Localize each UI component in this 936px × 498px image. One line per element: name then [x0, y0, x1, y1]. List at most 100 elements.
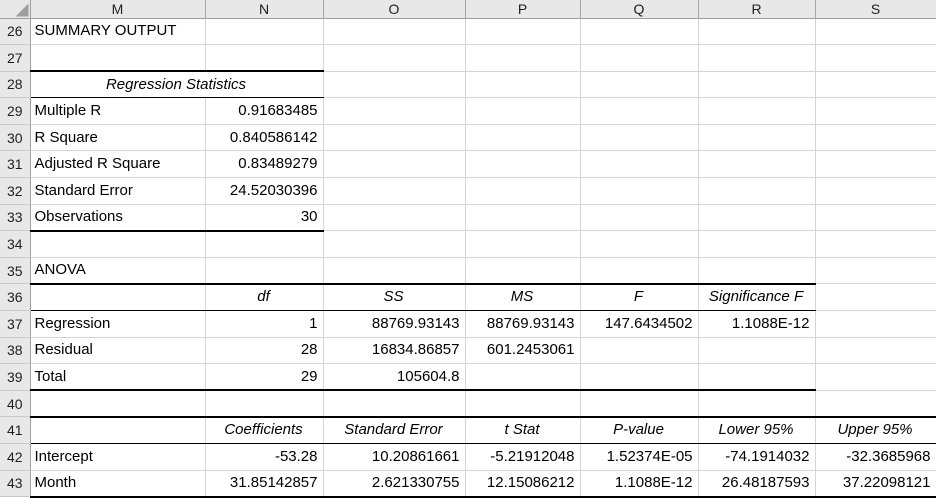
cell-R27[interactable] — [698, 44, 816, 72]
cell-R37[interactable]: 1.1088E-12 — [698, 310, 816, 338]
cell-P34[interactable] — [465, 230, 581, 258]
cell-Q26[interactable] — [580, 18, 699, 46]
cell-M33[interactable]: Observations — [30, 204, 206, 232]
cell-Q30[interactable] — [580, 124, 699, 152]
cell-R33[interactable] — [698, 204, 816, 232]
cell-S31[interactable] — [815, 150, 936, 179]
cell-O39[interactable]: 105604.8 — [323, 363, 466, 392]
cell-P32[interactable] — [465, 177, 581, 205]
cell-R42[interactable]: -74.1914032 — [698, 443, 816, 471]
cell-S41[interactable]: Upper 95% — [815, 416, 936, 444]
row-header-32[interactable]: 32 — [0, 177, 31, 205]
cell-S36[interactable] — [815, 283, 936, 312]
cell-O38[interactable]: 16834.86857 — [323, 337, 466, 365]
cell-O37[interactable]: 88769.93143 — [323, 310, 466, 338]
cell-S28[interactable] — [815, 71, 936, 99]
cell-N33[interactable]: 30 — [205, 204, 324, 232]
cell-O32[interactable] — [323, 177, 466, 205]
cell-Q38[interactable] — [580, 337, 699, 365]
cell-O35[interactable] — [323, 257, 466, 285]
cell-O43[interactable]: 2.621330755 — [323, 470, 466, 498]
cell-N31[interactable]: 0.83489279 — [205, 150, 324, 179]
cell-N36[interactable]: df — [205, 283, 324, 312]
cell-Q40[interactable] — [580, 390, 699, 418]
cell-P29[interactable] — [465, 97, 581, 125]
cell-P43[interactable]: 12.15086212 — [465, 470, 581, 498]
cell-M29[interactable]: Multiple R — [30, 97, 206, 125]
cell-R41[interactable]: Lower 95% — [698, 416, 816, 444]
row-header-26[interactable]: 26 — [0, 18, 31, 46]
cell-N37[interactable]: 1 — [205, 310, 324, 338]
row-header-39[interactable]: 39 — [0, 363, 31, 391]
cell-P41[interactable]: t Stat — [465, 416, 581, 444]
column-header-P[interactable]: P — [465, 0, 581, 19]
cell-M34[interactable] — [30, 230, 206, 258]
cell-P35[interactable] — [465, 257, 581, 285]
row-header-43[interactable]: 43 — [0, 470, 31, 498]
cell-M32[interactable]: Standard Error — [30, 177, 206, 205]
cell-R40[interactable] — [698, 390, 816, 418]
cell-N39[interactable]: 29 — [205, 363, 324, 392]
cell-R36[interactable]: Significance F — [698, 283, 816, 312]
cell-M38[interactable]: Residual — [30, 337, 206, 365]
cell-N27[interactable] — [205, 44, 324, 73]
cell-P33[interactable] — [465, 204, 581, 232]
cell-Q37[interactable]: 147.6434502 — [580, 310, 699, 338]
cell-R38[interactable] — [698, 337, 816, 365]
cell-N30[interactable]: 0.840586142 — [205, 124, 324, 152]
cell-P36[interactable]: MS — [465, 283, 581, 312]
cell-S27[interactable] — [815, 44, 936, 72]
cell-S33[interactable] — [815, 204, 936, 232]
cell-N32[interactable]: 24.52030396 — [205, 177, 324, 205]
cell-S38[interactable] — [815, 337, 936, 365]
cell-N38[interactable]: 28 — [205, 337, 324, 365]
cell-N42[interactable]: -53.28 — [205, 443, 324, 471]
row-header-33[interactable]: 33 — [0, 204, 31, 232]
cell-P28[interactable] — [465, 71, 581, 99]
cell-N29[interactable]: 0.91683485 — [205, 97, 324, 125]
row-header-29[interactable]: 29 — [0, 97, 31, 125]
cell-P27[interactable] — [465, 44, 581, 72]
cell-N40[interactable] — [205, 390, 324, 418]
cell-R43[interactable]: 26.48187593 — [698, 470, 816, 498]
cell-S29[interactable] — [815, 97, 936, 125]
cell-P37[interactable]: 88769.93143 — [465, 310, 581, 338]
cell-S34[interactable] — [815, 230, 936, 258]
cell-Q39[interactable] — [580, 363, 699, 392]
row-header-38[interactable]: 38 — [0, 337, 31, 365]
column-header-N[interactable]: N — [205, 0, 324, 19]
cell-Q27[interactable] — [580, 44, 699, 72]
row-header-40[interactable]: 40 — [0, 390, 31, 418]
row-header-35[interactable]: 35 — [0, 257, 31, 285]
cell-N34[interactable] — [205, 230, 324, 258]
cell-N26[interactable] — [205, 18, 324, 46]
cell-Q28[interactable] — [580, 71, 699, 99]
cell-P38[interactable]: 601.2453061 — [465, 337, 581, 365]
cell-R32[interactable] — [698, 177, 816, 205]
cell-M40[interactable] — [30, 390, 206, 418]
cell-S42[interactable]: -32.3685968 — [815, 443, 936, 471]
row-header-41[interactable]: 41 — [0, 416, 31, 444]
cell-P26[interactable] — [465, 18, 581, 46]
cell-R39[interactable] — [698, 363, 816, 392]
cell-Q36[interactable]: F — [580, 283, 699, 312]
cell-O33[interactable] — [323, 204, 466, 232]
cell-O41[interactable]: Standard Error — [323, 416, 466, 444]
cell-N35[interactable] — [205, 257, 324, 285]
cell-P39[interactable] — [465, 363, 581, 392]
cell-R26[interactable] — [698, 18, 816, 46]
cell-M27[interactable] — [30, 44, 206, 73]
cell-M26[interactable]: SUMMARY OUTPUT — [30, 18, 206, 46]
cell-O42[interactable]: 10.20861661 — [323, 443, 466, 471]
column-header-M[interactable]: M — [30, 0, 206, 19]
row-header-30[interactable]: 30 — [0, 124, 31, 152]
cell-S40[interactable] — [815, 390, 936, 418]
cell-Q32[interactable] — [580, 177, 699, 205]
cell-Q43[interactable]: 1.1088E-12 — [580, 470, 699, 498]
cell-N41[interactable]: Coefficients — [205, 416, 324, 444]
cell-S43[interactable]: 37.22098121 — [815, 470, 936, 498]
cell-Q35[interactable] — [580, 257, 699, 285]
cell-O27[interactable] — [323, 44, 466, 72]
cell-Q33[interactable] — [580, 204, 699, 232]
column-header-O[interactable]: O — [323, 0, 466, 19]
